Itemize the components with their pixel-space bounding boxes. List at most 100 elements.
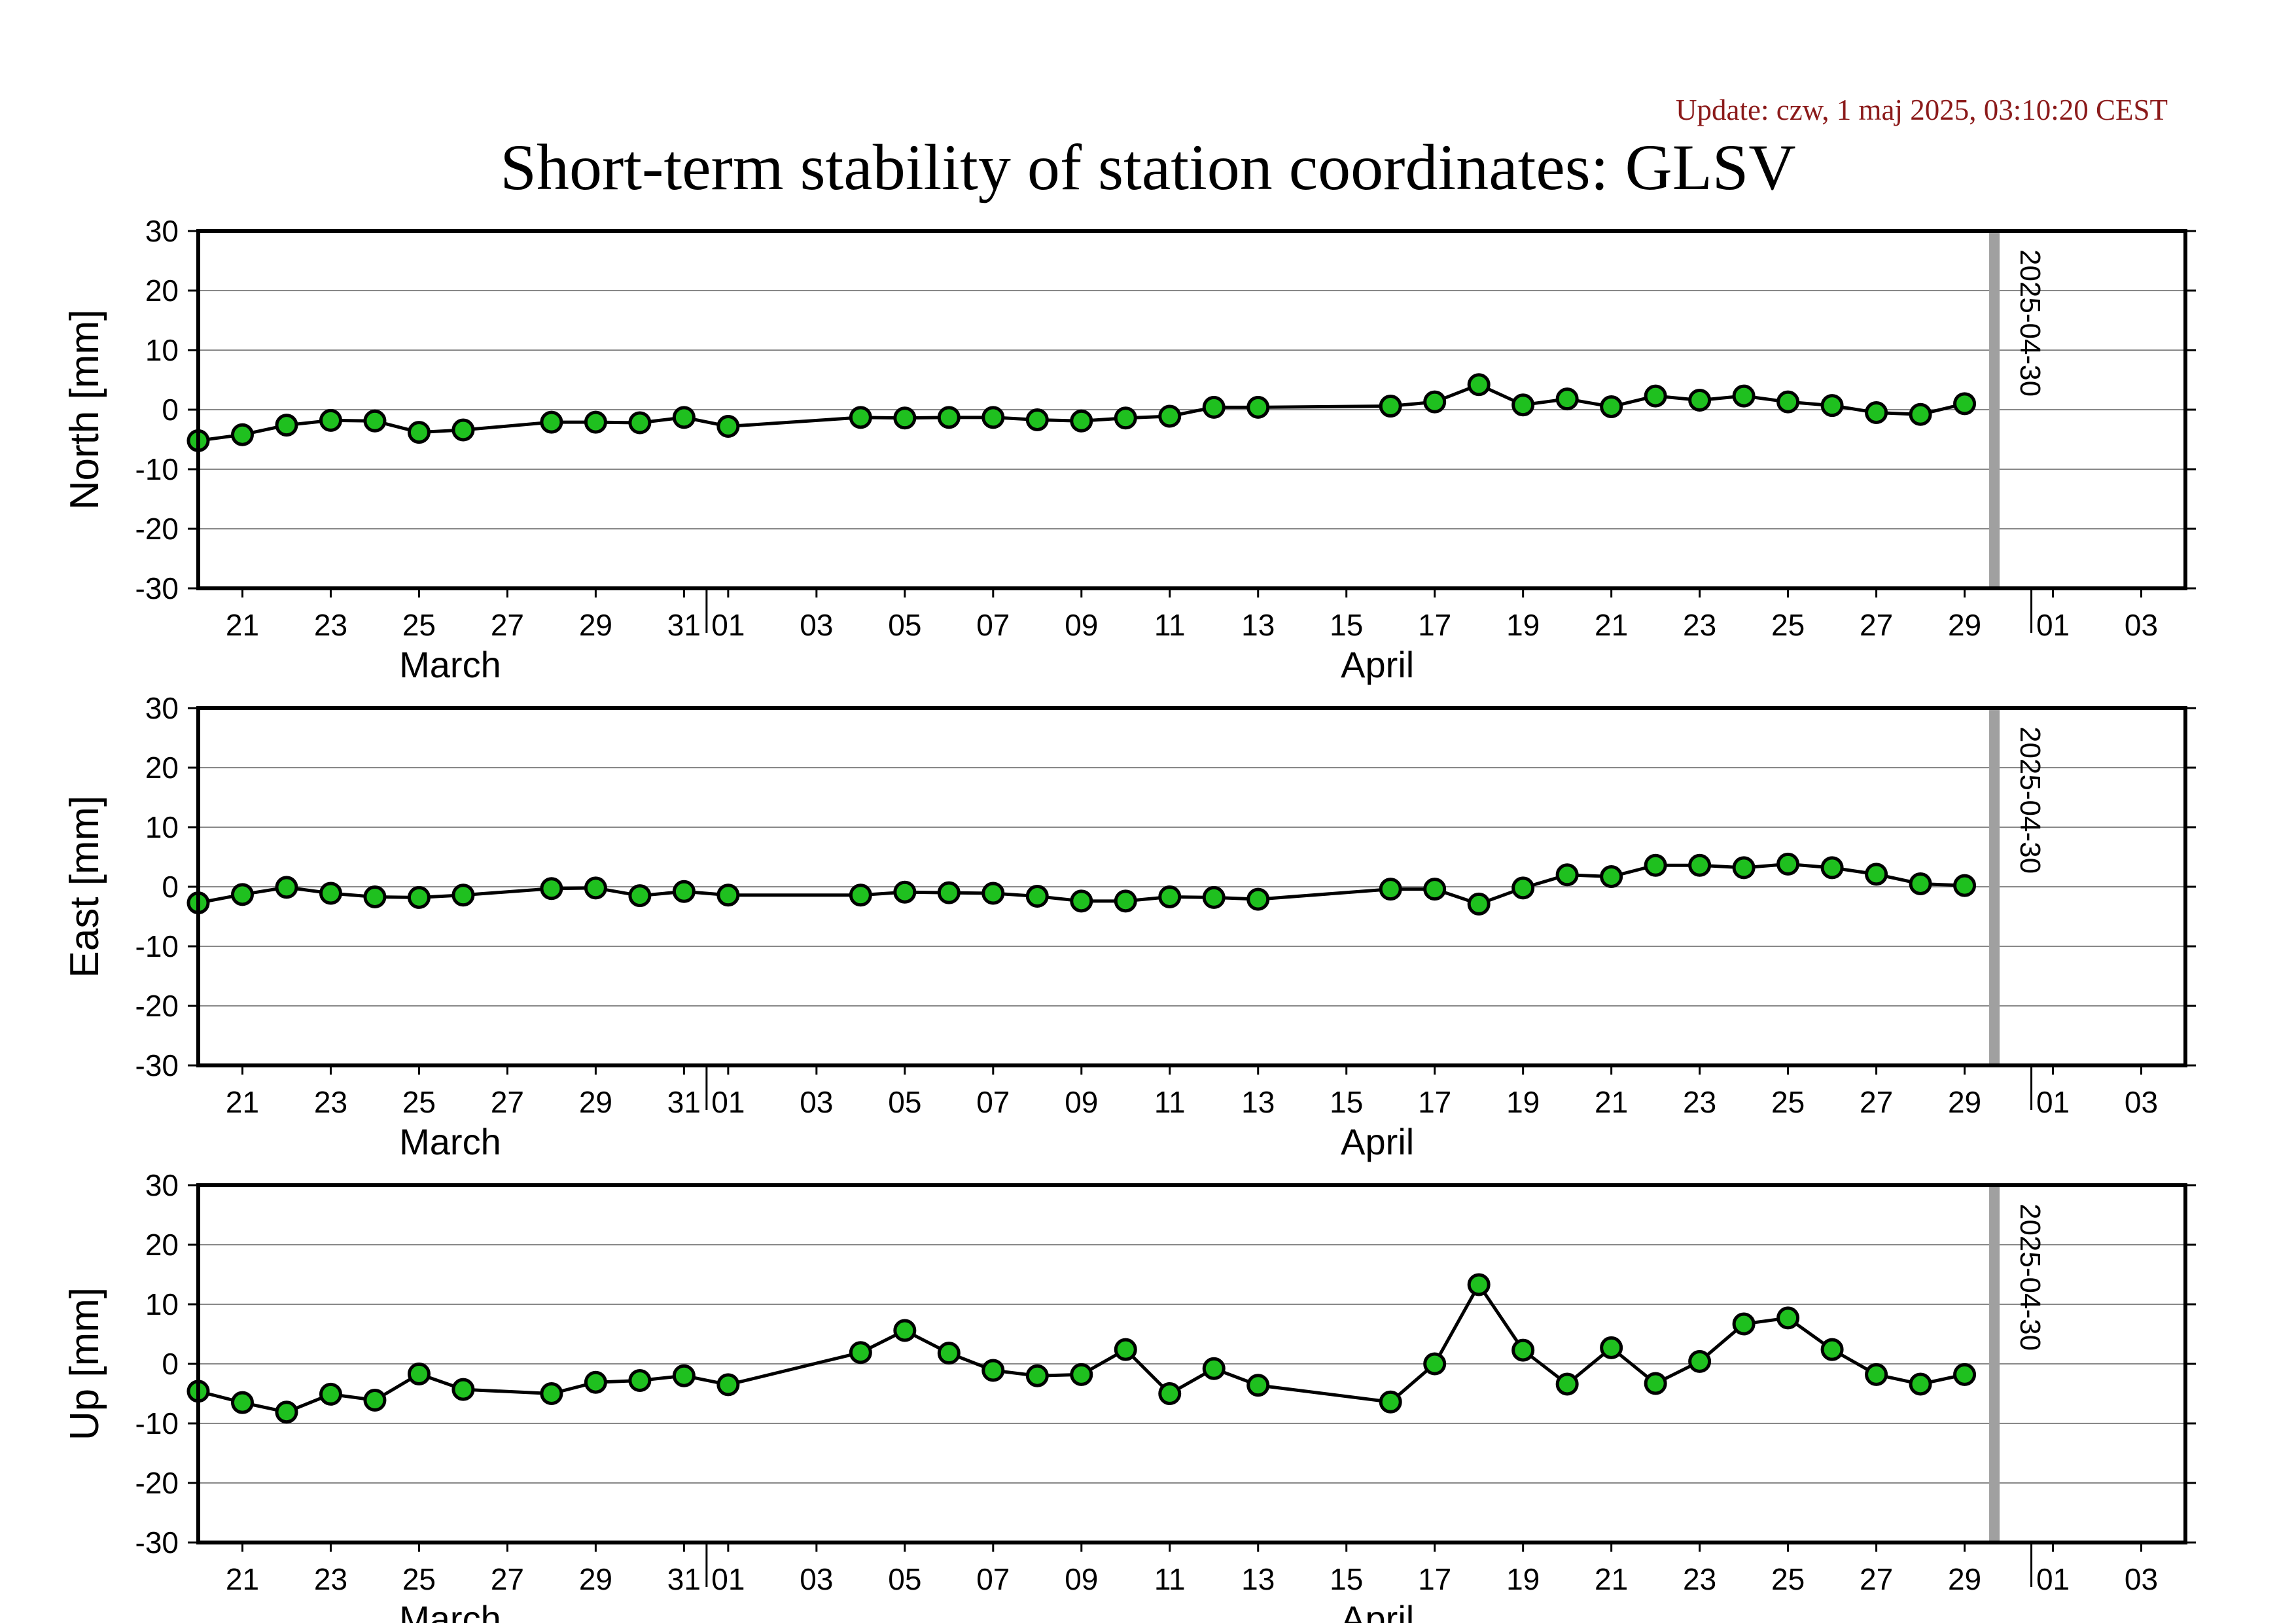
x-tick-label: 23 — [1683, 1085, 1716, 1119]
x-tick-label: 05 — [888, 1085, 921, 1119]
data-point — [540, 1382, 563, 1405]
data-point — [230, 883, 254, 906]
data-point — [319, 408, 342, 432]
data-point — [407, 1362, 431, 1385]
data-point — [672, 880, 696, 903]
y-tick-label: -20 — [135, 989, 179, 1023]
x-tick-label: 17 — [1418, 608, 1451, 642]
y-tick-label: -30 — [135, 571, 179, 605]
data-point — [937, 1342, 961, 1365]
data-point — [1158, 885, 1182, 908]
data-point — [1555, 1372, 1579, 1396]
data-point — [849, 406, 872, 429]
x-tick-label: 09 — [1065, 608, 1098, 642]
y-tick-label: -20 — [135, 512, 179, 546]
data-point — [1202, 395, 1226, 419]
data-point — [716, 1373, 740, 1397]
data-point — [1158, 404, 1182, 428]
data-point — [1114, 406, 1137, 430]
data-point — [1379, 1390, 1402, 1414]
x-tick-label: 17 — [1418, 1562, 1451, 1596]
data-point — [1467, 373, 1491, 397]
x-tick-label: 29 — [579, 1562, 612, 1596]
x-tick-label: 03 — [2125, 1085, 2158, 1119]
x-tick-label: 29 — [1948, 1085, 1981, 1119]
data-point — [1600, 865, 1623, 889]
data-point — [275, 876, 298, 899]
data-point — [937, 406, 961, 429]
data-point — [937, 881, 961, 904]
y-tick-label: 0 — [162, 1347, 179, 1381]
data-point — [1025, 408, 1049, 431]
date-marker-label: 2025-04-30 — [2014, 249, 2046, 397]
x-tick-label: 19 — [1506, 1562, 1540, 1596]
y-tick-label: -10 — [135, 929, 179, 963]
data-point — [1555, 863, 1579, 887]
data-point — [1644, 853, 1667, 877]
data-point — [1070, 409, 1093, 433]
data-point — [1379, 395, 1402, 418]
x-tick-label: 21 — [1595, 1085, 1628, 1119]
y-tick-label: 20 — [145, 751, 179, 785]
data-point — [1865, 401, 1888, 425]
data-point — [1953, 1363, 1977, 1386]
x-tick-label: 29 — [579, 608, 612, 642]
x-tick-label: 31 — [667, 1085, 701, 1119]
data-point — [1820, 856, 1844, 880]
x-tick-label: 27 — [1860, 608, 1893, 642]
data-point — [230, 423, 254, 446]
x-tick-label: 05 — [888, 608, 921, 642]
x-tick-label: 27 — [491, 1562, 524, 1596]
data-point — [1909, 402, 1932, 426]
x-tick-label: 21 — [1595, 1562, 1628, 1596]
data-point — [716, 883, 740, 907]
panel-up: 30 20 10 0 -10 -20 -30 Up [mm] 21 23 25 27 29 31 01 03 0… — [62, 1168, 2196, 1623]
x-tick-label: 03 — [800, 608, 833, 642]
y-tick-label: 0 — [162, 870, 179, 904]
x-tick-label: 01 — [711, 608, 745, 642]
data-point — [628, 884, 652, 908]
x-tick-label: 13 — [1241, 1562, 1275, 1596]
data-point — [893, 880, 917, 904]
x-tick-label: 29 — [579, 1085, 612, 1119]
data-point — [1379, 878, 1402, 901]
y-tick-label: 20 — [145, 274, 179, 308]
x-tick-label: 21 — [1595, 608, 1628, 642]
x-tick-label: 21 — [226, 608, 259, 642]
x-tick-label: 27 — [1860, 1085, 1893, 1119]
data-point — [672, 1364, 696, 1387]
data-point — [1025, 885, 1049, 908]
data-point — [893, 406, 917, 430]
data-point — [1865, 863, 1888, 886]
data-point — [1732, 1312, 1756, 1336]
y-tick-label: 10 — [145, 333, 179, 367]
data-point — [1909, 872, 1932, 895]
x-tick-label: 17 — [1418, 1085, 1451, 1119]
data-point — [1511, 393, 1535, 417]
y-tick-label: 30 — [145, 691, 179, 725]
data-point — [1820, 394, 1844, 418]
data-point — [1511, 1338, 1535, 1362]
x-tick-label: 23 — [314, 608, 347, 642]
data-point — [1776, 390, 1800, 414]
data-point — [1246, 1374, 1270, 1397]
x-tick-label: 03 — [800, 1562, 833, 1596]
data-point — [1909, 1372, 1932, 1396]
x-tick-label: 03 — [2125, 608, 2158, 642]
data-point — [540, 877, 563, 901]
plot-frame — [196, 1183, 2187, 1544]
data-point — [363, 409, 387, 433]
y-tick-label: 10 — [145, 810, 179, 844]
y-tick-label: 20 — [145, 1228, 179, 1262]
y-axis-label: North [mm] — [62, 310, 107, 510]
x-tick-label: 01 — [2036, 1562, 2070, 1596]
x-tick-label: 01 — [2036, 1085, 2070, 1119]
month-label: April — [1341, 1598, 1414, 1623]
data-point — [1820, 1338, 1844, 1361]
data-point — [981, 1359, 1005, 1382]
data-point — [1776, 852, 1800, 876]
x-tick-label: 15 — [1330, 1085, 1363, 1119]
x-tick-label: 07 — [976, 608, 1010, 642]
data-point — [1070, 1363, 1093, 1386]
